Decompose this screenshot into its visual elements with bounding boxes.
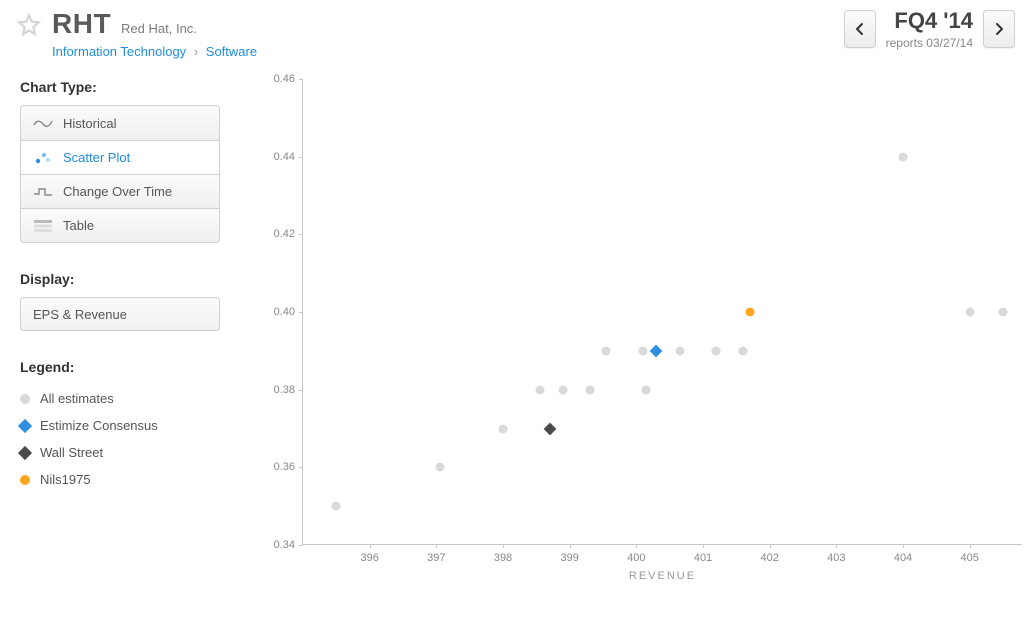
legend-label: Estimize Consensus <box>40 418 158 433</box>
table-icon <box>33 218 53 234</box>
circle-icon <box>20 475 30 485</box>
data-point[interactable] <box>543 422 556 435</box>
x-tick-label: 405 <box>960 552 978 564</box>
data-point[interactable] <box>639 346 648 355</box>
ticker-symbol: RHT <box>52 8 111 40</box>
y-tick-label: 0.44 <box>274 151 295 163</box>
chart-type-change[interactable]: Change Over Time <box>21 174 219 208</box>
scatter-icon <box>33 150 53 166</box>
y-tick-label: 0.40 <box>274 306 295 318</box>
x-tick-label: 404 <box>894 552 912 564</box>
chart-type-table[interactable]: Table <box>21 208 219 242</box>
data-point[interactable] <box>650 344 663 357</box>
display-heading: Display: <box>20 271 220 287</box>
display-value: EPS & Revenue <box>33 307 127 322</box>
legend-list: All estimates Estimize Consensus Wall Stre… <box>20 385 220 493</box>
diamond-icon <box>18 445 32 459</box>
legend-label: Nils1975 <box>40 472 91 487</box>
legend-item: Wall Street <box>20 439 220 466</box>
data-point[interactable] <box>535 385 544 394</box>
period-label: FQ4 '14 <box>886 8 973 34</box>
legend-item: Estimize Consensus <box>20 412 220 439</box>
y-tick-label: 0.46 <box>274 73 295 85</box>
data-point[interactable] <box>642 385 651 394</box>
diamond-icon <box>18 418 32 432</box>
header: RHT Red Hat, Inc. Information Technology… <box>0 0 1031 59</box>
data-point[interactable] <box>965 308 974 317</box>
x-tick-label: 398 <box>494 552 512 564</box>
data-point[interactable] <box>745 308 754 317</box>
display-selector[interactable]: EPS & Revenue <box>20 297 220 331</box>
legend-item: All estimates <box>20 385 220 412</box>
favorite-star-icon[interactable] <box>16 12 42 38</box>
breadcrumb-sector-link[interactable]: Information Technology <box>52 44 186 59</box>
legend-label: All estimates <box>40 391 114 406</box>
data-point[interactable] <box>435 463 444 472</box>
chart-type-list: Historical Scatter Plot Change Over Time <box>20 105 220 243</box>
data-point[interactable] <box>499 424 508 433</box>
data-point[interactable] <box>559 385 568 394</box>
y-tick-label: 0.42 <box>274 228 295 240</box>
scatter-plot: REVENUE 0.340.360.380.400.420.440.463963… <box>302 79 1022 545</box>
x-tick-label: 400 <box>627 552 645 564</box>
data-point[interactable] <box>602 346 611 355</box>
data-point[interactable] <box>675 346 684 355</box>
legend-label: Wall Street <box>40 445 103 460</box>
data-point[interactable] <box>899 152 908 161</box>
historical-icon <box>33 115 53 131</box>
chart-type-label: Historical <box>63 116 116 131</box>
breadcrumb-industry-link[interactable]: Software <box>206 44 257 59</box>
data-point[interactable] <box>739 346 748 355</box>
circle-icon <box>20 394 30 404</box>
chart-type-historical[interactable]: Historical <box>21 106 219 140</box>
x-tick-label: 399 <box>560 552 578 564</box>
x-axis-label: REVENUE <box>629 570 696 582</box>
company-name: Red Hat, Inc. <box>121 21 197 36</box>
x-tick-label: 402 <box>760 552 778 564</box>
breadcrumb: Information Technology › Software <box>52 44 257 59</box>
change-over-time-icon <box>33 184 53 200</box>
y-tick-label: 0.36 <box>274 461 295 473</box>
chart-type-label: Table <box>63 218 94 233</box>
chart-type-scatter[interactable]: Scatter Plot <box>21 140 219 174</box>
legend-item: Nils1975 <box>20 466 220 493</box>
chart-type-heading: Chart Type: <box>20 79 220 95</box>
data-point[interactable] <box>712 346 721 355</box>
chart-type-label: Change Over Time <box>63 184 172 199</box>
data-point[interactable] <box>999 308 1008 317</box>
data-point[interactable] <box>332 502 341 511</box>
chart-type-label: Scatter Plot <box>63 150 130 165</box>
y-tick-label: 0.34 <box>274 539 295 551</box>
x-tick-label: 397 <box>427 552 445 564</box>
reports-date: reports 03/27/14 <box>886 36 973 50</box>
x-tick-label: 403 <box>827 552 845 564</box>
x-tick-label: 396 <box>360 552 378 564</box>
data-point[interactable] <box>585 385 594 394</box>
x-tick-label: 401 <box>694 552 712 564</box>
y-tick-label: 0.38 <box>274 384 295 396</box>
legend-heading: Legend: <box>20 359 220 375</box>
next-period-button[interactable] <box>983 10 1015 48</box>
prev-period-button[interactable] <box>844 10 876 48</box>
